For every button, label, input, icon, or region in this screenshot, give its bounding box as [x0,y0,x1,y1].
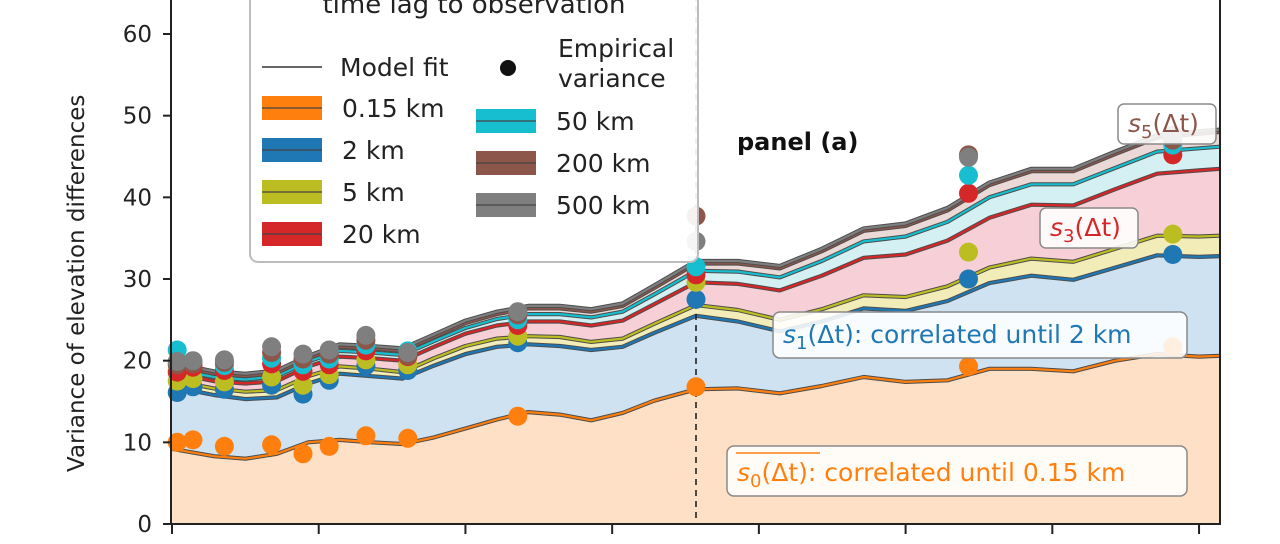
y-ticks: 0 10 20 30 40 50 60 [123,22,171,538]
point-500-km [214,350,234,370]
legend-label-500-km: 500 km [556,191,651,220]
y-tick-label: 30 [123,267,152,293]
legend-empirical-label-line2: variance [558,64,666,93]
point-5-km [262,367,282,387]
y-tick-label: 40 [123,185,152,211]
point-0-15-km [356,426,376,446]
annotation-s3-text: s3(Δt) [1050,213,1121,247]
y-tick-label: 0 [137,512,152,538]
point-0-15-km [167,432,187,452]
point-2-km [959,269,978,289]
annotation-s1-text: s1(Δt): correlated until 2 km [783,320,1132,354]
point-5-km [293,375,313,395]
point-0-15-km [319,436,339,456]
point-5-km [959,242,978,262]
annotation-s0: s0(Δt): correlated until 0.15 km [726,445,1188,497]
point-500-km [959,147,978,167]
point-50-km [959,165,978,185]
legend-model-fit-label: Model fit [340,53,449,82]
point-0-15-km [508,406,528,426]
annotation-s5: s5(Δt) [1117,103,1217,145]
point-2-km [686,289,706,309]
x-ticks [171,524,1201,534]
legend: time lag to observation Model fit Empiri… [249,0,699,263]
point-0-15-km [262,435,282,455]
point-5-km [1163,224,1183,244]
point-500-km [262,337,282,357]
legend-empirical-label-line1: Empirical [558,34,674,63]
y-tick-label: 20 [123,349,152,375]
y-axis-label: Variance of elevation differences [64,95,90,472]
legend-label-0-15-km: 0.15 km [342,94,444,123]
point-20-km [959,183,978,203]
y-tick-label: 60 [123,22,152,48]
point-500-km [167,352,187,371]
point-2-km [1163,245,1183,264]
annotation-s5-text: s5(Δt) [1128,109,1199,143]
point-500-km [398,343,418,362]
annotation-s0-text: s0(Δt): correlated until 0.15 km [737,458,1125,492]
point-0-15-km [293,444,313,464]
legend-label-200-km: 200 km [556,149,651,178]
legend-frame [249,0,699,263]
legend-label-50-km: 50 km [556,107,635,136]
point-0-15-km [959,356,978,376]
panel-a-label: panel (a) [737,128,858,156]
band-50-km [172,146,1220,384]
legend-label-5-km: 5 km [342,178,405,207]
point-0-15-km [398,428,418,448]
point-500-km [319,340,339,360]
legend-title: time lag to observation [322,0,625,20]
y-tick-label: 10 [123,430,152,456]
point-0-15-km [214,436,234,456]
point-500-km [356,325,376,345]
band-200-km [172,132,1220,380]
annotation-s3: s3(Δt) [1039,207,1139,249]
legend-empirical-marker [500,60,516,76]
y-tick-label: 50 [123,104,152,130]
point-0-15-km [183,430,203,450]
point-0-15-km [686,377,706,397]
legend-label-20-km: 20 km [342,220,421,249]
point-500-km [293,344,313,364]
band-2-km [172,255,1220,459]
point-500-km [183,351,203,371]
legend-label-2-km: 2 km [342,136,405,165]
annotation-s1: s1(Δt): correlated until 2 km [772,311,1188,359]
point-500-km [508,302,528,322]
